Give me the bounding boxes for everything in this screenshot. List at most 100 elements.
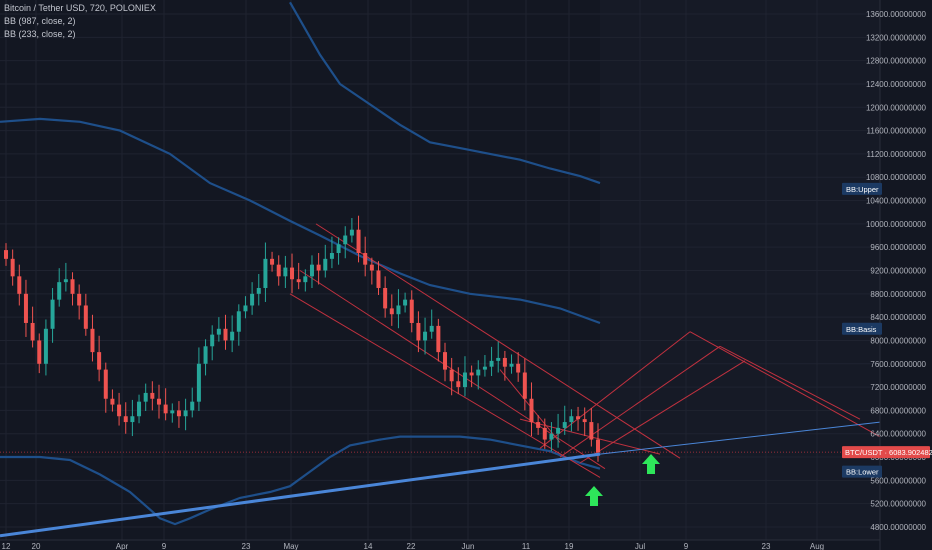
candle-body bbox=[469, 372, 474, 376]
candle-body bbox=[396, 305, 401, 315]
x-tick-label: 11 bbox=[522, 542, 531, 550]
y-tick-label: 11600.00000000 bbox=[867, 127, 927, 136]
y-tick-label: 8800.00000000 bbox=[870, 290, 926, 299]
candle-body bbox=[309, 264, 314, 277]
candle-body bbox=[509, 363, 514, 367]
y-tick-label: 7200.00000000 bbox=[870, 383, 926, 392]
descending-channel-bottom[interactable] bbox=[289, 293, 601, 478]
candle-body bbox=[356, 229, 361, 254]
candle-body bbox=[429, 325, 434, 332]
candlesticks bbox=[4, 215, 600, 462]
candle-body bbox=[150, 392, 155, 399]
y-tick-label: 12800.00000000 bbox=[866, 57, 927, 66]
candle-body bbox=[276, 264, 281, 277]
y-tick-label: 5600.00000000 bbox=[870, 476, 926, 485]
candle-body bbox=[336, 244, 341, 254]
candle-body bbox=[569, 416, 574, 423]
price-axis[interactable]: 13600.00000000 13200.00000000 12800.000000… bbox=[866, 10, 927, 532]
candle-body bbox=[329, 253, 334, 259]
candle-body bbox=[589, 422, 594, 440]
candle-body bbox=[190, 401, 195, 411]
candle-body bbox=[103, 369, 108, 399]
candle-body bbox=[137, 401, 142, 417]
x-tick-label: Apr bbox=[116, 542, 129, 550]
x-tick-label: 20 bbox=[32, 542, 41, 550]
bb-233-upper bbox=[289, 1, 601, 185]
bb-233-lower bbox=[0, 435, 601, 526]
y-tick-label: 13200.00000000 bbox=[866, 33, 927, 42]
candle-body bbox=[542, 427, 547, 440]
axis-tags: BB:Upper BB:Basis BB:Lower BTC/USDT · 6083.… bbox=[842, 182, 932, 478]
candle-body bbox=[90, 328, 95, 353]
y-tick-label: 10800.00000000 bbox=[866, 173, 927, 182]
chart-legend: Bitcoin / Tether USD, 720, POLONIEX BB (… bbox=[4, 2, 156, 41]
candle-body bbox=[416, 322, 421, 341]
candle-body bbox=[210, 334, 215, 347]
candle-body bbox=[502, 357, 507, 367]
candle-body bbox=[389, 308, 394, 315]
candle-body bbox=[283, 267, 288, 277]
candle-body bbox=[243, 305, 248, 312]
arrow-up-icon bbox=[585, 486, 603, 506]
indicator-bb-987[interactable]: BB (987, close, 2) bbox=[4, 16, 76, 26]
svg-text:BB:Lower: BB:Lower bbox=[846, 468, 879, 477]
candle-body bbox=[549, 433, 554, 440]
bb-basis-tag: BB:Basis bbox=[842, 322, 882, 335]
candle-body bbox=[482, 366, 487, 370]
trendline-thick[interactable] bbox=[0, 452, 601, 538]
trendline[interactable] bbox=[0, 421, 881, 538]
y-tick-label: 13600.00000000 bbox=[866, 10, 927, 19]
candle-body bbox=[596, 439, 600, 453]
trendline-extension[interactable] bbox=[599, 421, 881, 455]
candle-body bbox=[529, 398, 534, 423]
candle-body bbox=[316, 264, 321, 271]
candle-body bbox=[343, 235, 348, 245]
candle-body bbox=[556, 427, 561, 434]
ascending-channel-c[interactable] bbox=[579, 360, 746, 464]
y-tick-label: 10400.00000000 bbox=[866, 197, 927, 206]
candle-body bbox=[156, 398, 161, 405]
candle-body bbox=[323, 258, 328, 271]
indicator-bb-233[interactable]: BB (233, close, 2) bbox=[4, 29, 76, 39]
x-tick-label: Jun bbox=[462, 542, 475, 550]
bb-987-upper bbox=[0, 117, 601, 325]
x-tick-label: May bbox=[283, 542, 298, 550]
symbol-title[interactable]: Bitcoin / Tether USD, 720, POLONIEX bbox=[4, 3, 156, 13]
candle-body bbox=[43, 328, 48, 364]
descending-extension[interactable] bbox=[689, 331, 881, 438]
bb-upper-tag: BB:Upper bbox=[842, 182, 882, 195]
candle-body bbox=[369, 264, 374, 271]
candle-body bbox=[203, 346, 208, 364]
candle-body bbox=[263, 258, 268, 288]
candle-body bbox=[63, 279, 68, 283]
x-tick-label: 9 bbox=[684, 542, 689, 550]
arrows bbox=[585, 454, 660, 506]
x-tick-label: 14 bbox=[364, 542, 373, 550]
y-tick-label: 6800.00000000 bbox=[870, 406, 926, 415]
svg-text:BB:Basis: BB:Basis bbox=[846, 325, 877, 334]
candle-body bbox=[216, 328, 221, 335]
y-tick-label: 12400.00000000 bbox=[866, 80, 927, 89]
x-tick-label: Jul bbox=[635, 542, 645, 550]
candle-body bbox=[436, 325, 441, 353]
bollinger-bands bbox=[0, 1, 601, 526]
candle-body bbox=[10, 258, 15, 277]
y-tick-label: 5200.00000000 bbox=[870, 500, 926, 509]
y-tick-label: 9600.00000000 bbox=[870, 243, 926, 252]
descending-channel-top[interactable] bbox=[315, 223, 681, 459]
candle-body bbox=[123, 416, 128, 423]
time-axis[interactable]: 12 20 Apr 9 23 May 14 22 Jun 11 19 Jul 9 23 Aug bbox=[0, 539, 880, 550]
descending-extension-2[interactable] bbox=[719, 345, 861, 420]
y-tick-label: 4800.00000000 bbox=[870, 523, 926, 532]
ascending-channel-b[interactable] bbox=[559, 345, 721, 458]
candle-body bbox=[176, 410, 181, 417]
candle-body bbox=[23, 293, 28, 323]
candle-body bbox=[4, 250, 8, 259]
candle-body bbox=[143, 392, 148, 402]
candle-body bbox=[576, 416, 581, 420]
candle-body bbox=[270, 258, 275, 265]
arrow-up-icon bbox=[642, 454, 660, 474]
candle-body bbox=[70, 279, 75, 294]
